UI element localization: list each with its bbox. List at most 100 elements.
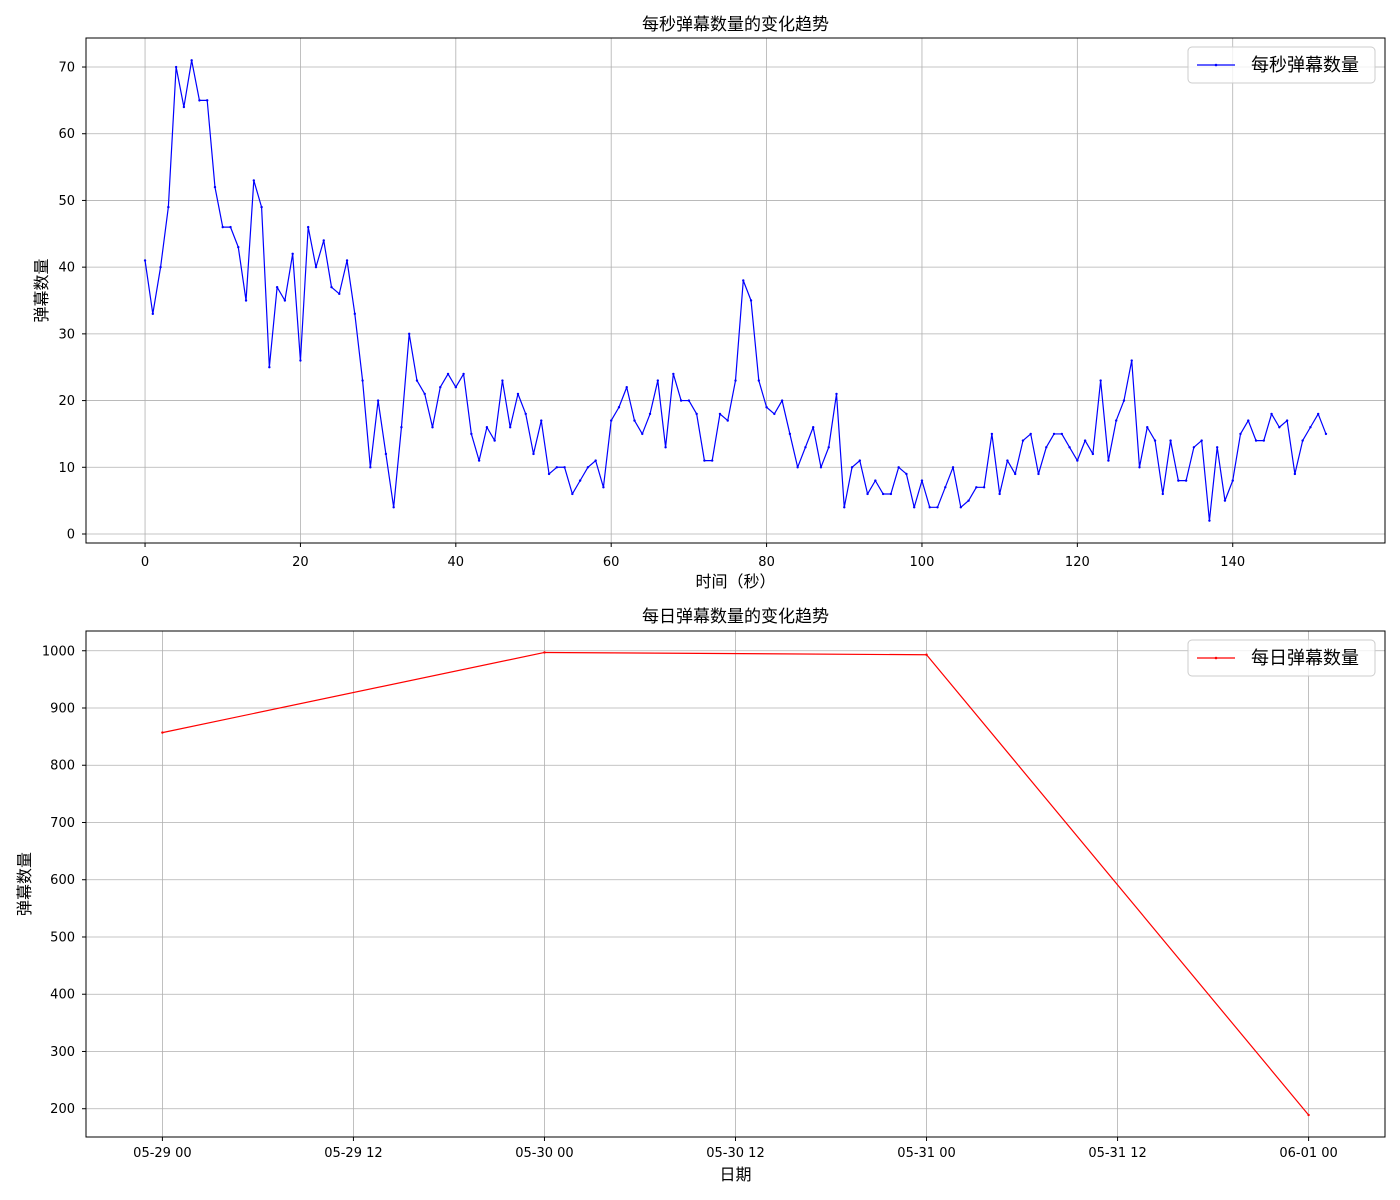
- data-point: [213, 185, 217, 189]
- x-tick-label: 100: [910, 555, 935, 570]
- legend-marker: [1214, 63, 1218, 67]
- data-point: [221, 225, 224, 229]
- data-point: [925, 653, 928, 656]
- x-axis-label: 时间（秒）: [695, 572, 775, 591]
- data-point: [1045, 446, 1048, 449]
- data-point: [827, 446, 830, 449]
- data-point: [1076, 459, 1079, 462]
- data-point: [811, 426, 815, 429]
- data-point: [198, 99, 201, 102]
- y-tick-label: 70: [58, 61, 75, 76]
- data-point: [850, 466, 854, 469]
- y-tick-label: 200: [50, 1102, 75, 1117]
- data-point: [881, 492, 885, 496]
- legend-label: 每秒弹幕数量: [1251, 55, 1359, 76]
- data-point: [967, 499, 970, 502]
- data-point: [1130, 359, 1133, 362]
- x-tick-label: 120: [1065, 555, 1090, 570]
- data-point: [462, 372, 465, 376]
- chart-title: 每日弹幕数量的变化趋势: [642, 607, 829, 627]
- data-point: [501, 379, 504, 382]
- x-axis-label: 日期: [719, 1165, 751, 1184]
- data-point: [1006, 459, 1009, 462]
- y-tick-label: 500: [50, 930, 75, 945]
- data-point: [1060, 432, 1064, 436]
- data-point: [734, 379, 737, 382]
- x-tick-label: 40: [448, 555, 465, 570]
- data-point: [563, 466, 566, 469]
- y-tick-label: 60: [58, 127, 75, 142]
- data-point: [1309, 426, 1312, 429]
- data-point: [493, 439, 496, 442]
- data-point: [1301, 439, 1304, 442]
- data-point: [244, 299, 248, 302]
- data-point: [237, 245, 240, 249]
- data-point: [353, 312, 357, 316]
- y-tick-label: 20: [58, 394, 75, 409]
- data-point: [229, 225, 232, 229]
- data-point: [656, 379, 660, 382]
- data-point: [1083, 439, 1087, 442]
- x-tick-label: 0: [141, 555, 149, 570]
- data-point: [167, 205, 170, 209]
- x-tick-label: 05-30 00: [515, 1146, 573, 1161]
- data-point: [338, 292, 341, 296]
- data-point: [1324, 432, 1328, 436]
- data-point: [431, 426, 434, 429]
- data-point: [1107, 459, 1110, 462]
- data-point: [718, 412, 722, 416]
- y-axis-label: 弹幕数量: [32, 258, 51, 322]
- data-point: [1239, 432, 1242, 436]
- data-point: [889, 492, 893, 496]
- data-point: [477, 459, 481, 462]
- data-point: [470, 432, 473, 436]
- data-point: [687, 399, 691, 402]
- data-point: [1208, 519, 1211, 522]
- data-point: [602, 486, 605, 489]
- data-point: [205, 99, 209, 102]
- data-point: [1029, 432, 1032, 436]
- y-tick-label: 800: [50, 759, 75, 774]
- data-point: [928, 506, 931, 509]
- data-point: [1013, 472, 1017, 476]
- data-point: [1161, 492, 1165, 496]
- x-tick-label: 140: [1220, 555, 1245, 570]
- data-point: [540, 419, 543, 422]
- data-point: [1307, 1113, 1310, 1117]
- chart-per-second: 0 20 40 60 80 100 120 140 0 10 20 30 40 50 60 70 每秒弹幕数量的…: [32, 15, 1386, 591]
- y-tick-label: 600: [50, 873, 75, 888]
- legend-box: [1187, 639, 1376, 677]
- data-point: [1052, 432, 1056, 436]
- data-point: [586, 466, 590, 469]
- y-tick-label: 700: [50, 816, 75, 831]
- data-point: [275, 285, 279, 289]
- data-point: [161, 731, 164, 734]
- y-tick-label: 40: [58, 261, 75, 276]
- data-point: [609, 419, 613, 422]
- data-point: [306, 225, 310, 229]
- data-point: [1192, 446, 1196, 449]
- data-point: [874, 479, 877, 482]
- series-line: [162, 651, 1310, 1116]
- data-point: [1021, 439, 1025, 442]
- data-point: [1270, 412, 1273, 416]
- data-point: [982, 486, 986, 489]
- data-point: [1099, 379, 1102, 382]
- x-tick-label: 06-01 00: [1279, 1146, 1337, 1161]
- data-point: [905, 472, 908, 476]
- x-tick-label: 20: [292, 555, 309, 570]
- data-point: [454, 386, 458, 389]
- data-point: [757, 379, 761, 382]
- x-tick-label: 05-29 12: [324, 1146, 382, 1161]
- data-point: [1285, 419, 1289, 422]
- data-point: [174, 65, 178, 69]
- x-tick-label: 05-30 12: [706, 1146, 764, 1161]
- data-point: [283, 299, 287, 302]
- legend-marker: [1214, 656, 1218, 660]
- data-point: [617, 406, 621, 409]
- data-point: [920, 479, 924, 482]
- x-tick-label: 05-31 12: [1088, 1146, 1146, 1161]
- data-point: [1316, 412, 1320, 416]
- data-point: [897, 466, 900, 469]
- y-tick-label: 0: [67, 527, 75, 542]
